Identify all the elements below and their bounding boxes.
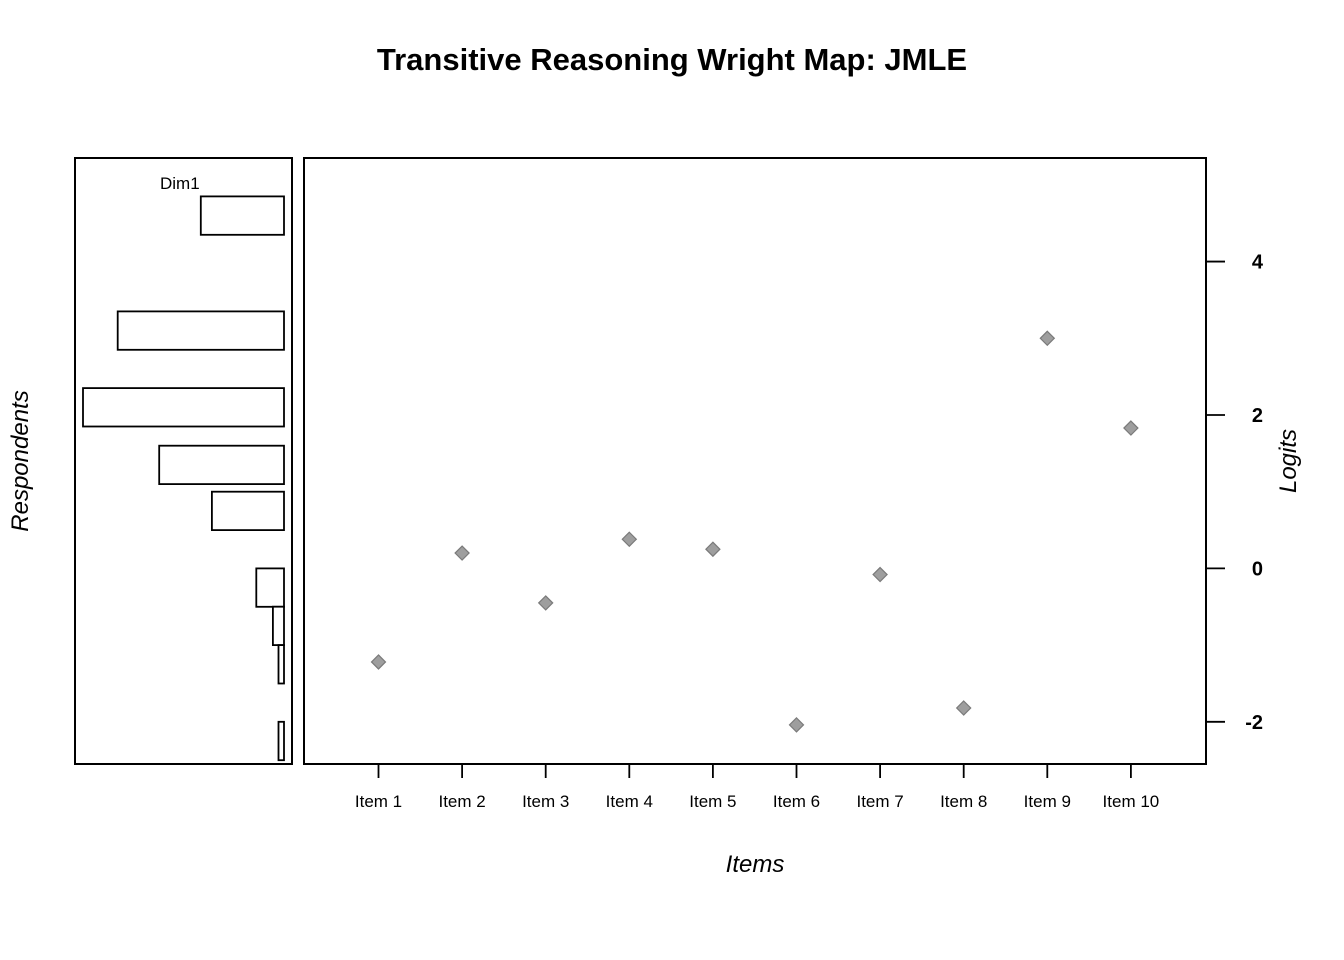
item-points [370,330,1139,733]
histogram-bar-4 [158,444,285,486]
x-tick-label: Item 1 [355,792,402,811]
histogram-bar-3 [82,387,285,428]
x-axis-ticks: Item 1 Item 2 Item 3 Item 4 Item 5 Item 6 Item… [355,764,1159,811]
y-axis-ticks: -2 0 2 4 [1206,252,1264,734]
x-tick-label: Item 10 [1103,792,1160,811]
y-tick-label: 0 [1252,558,1263,580]
histogram-bar-2 [116,310,285,351]
x-tick-label: Item 2 [438,792,485,811]
x-tick-label: Item 8 [940,792,987,811]
item-point-6 [788,717,805,733]
y-tick-label: 2 [1252,405,1263,427]
y-tick-label: -2 [1245,712,1263,734]
item-point-2 [454,545,470,561]
y-tick-label: 4 [1252,252,1264,274]
respondent-histogram [82,195,285,762]
x-tick-label: Item 6 [773,792,820,811]
histogram-bar-5 [210,490,285,532]
x-tick-label: Item 9 [1024,792,1071,811]
histogram-bar-6 [255,567,285,608]
histogram-bar-1 [199,195,285,236]
x-tick-label: Item 5 [689,792,736,811]
item-point-7 [872,566,888,583]
y-axis-label: Logits [1275,429,1302,493]
x-tick-label: Item 3 [522,792,569,811]
item-point-4 [621,531,638,548]
respondents-axis-label: Respondents [7,390,34,531]
chart-title: Transitive Reasoning Wright Map: JMLE [377,42,967,77]
items-panel-frame [303,157,1207,765]
x-tick-label: Item 4 [606,792,653,811]
histogram-bar-7 [271,605,285,647]
x-tick-label: Item 7 [856,792,903,811]
item-point-5 [705,541,721,558]
respondents-panel-frame [74,157,293,765]
item-point-9 [1039,330,1056,347]
histogram-bar-8 [277,644,285,685]
x-axis-label: Items [726,851,785,878]
item-point-1 [370,654,387,670]
item-point-8 [955,700,972,716]
item-point-10 [1123,420,1139,436]
item-point-3 [537,595,554,611]
histogram-bar-9 [277,720,285,762]
histogram-dim-label: Dim1 [160,174,200,193]
